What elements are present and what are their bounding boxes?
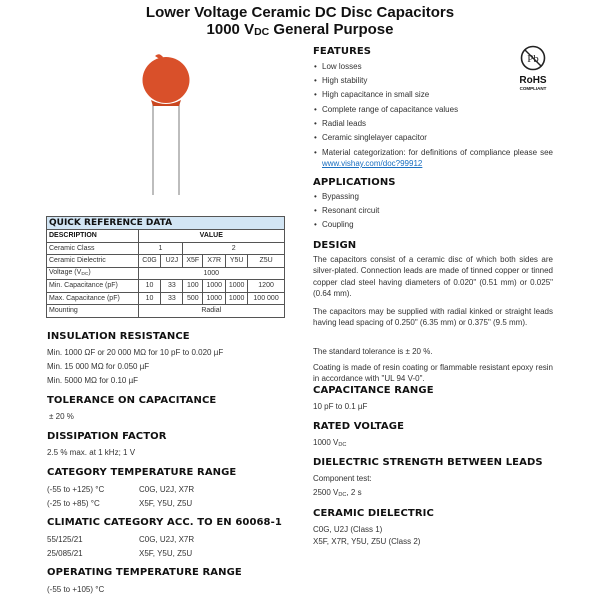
- row-label: Max. Capacitance (pF): [46, 291, 139, 305]
- table-row: Max. Capacitance (pF) 10 33 500 1000 1000 100…: [46, 291, 285, 305]
- quick-reference-table: QUICK REFERENCE DATA DESCRIPTION VALUE Ce…: [46, 216, 286, 318]
- row-label: Min. Capacitance (pF): [46, 279, 139, 293]
- category-temp-types: X5F, Y5U, Z5U: [139, 499, 193, 508]
- cell: 1000: [202, 291, 227, 305]
- compliance-link[interactable]: www.vishay.com/doc?99912: [322, 159, 423, 169]
- cell: 33: [160, 291, 184, 305]
- application-item: Resonant circuit: [313, 206, 553, 220]
- ceramic-dielectric-class1: C0G, U2J (Class 1): [313, 525, 383, 534]
- category-temp-range: (-55 to +125) °C: [47, 485, 105, 494]
- design-paragraph: The standard tolerance is ± 20 %.: [313, 347, 433, 356]
- feature-item: Radial leads: [313, 119, 553, 133]
- climatic-types: C0G, U2J, X7R: [139, 535, 195, 544]
- cell: C0G: [137, 254, 162, 268]
- cell: 1: [137, 241, 184, 255]
- cell: 1000: [202, 279, 227, 293]
- category-temp-heading: CATEGORY TEMPERATURE RANGE: [47, 467, 237, 478]
- rated-voltage-heading: RATED VOLTAGE: [313, 421, 405, 432]
- dielectric-strength-line: Component test:: [313, 474, 372, 483]
- row-label: Ceramic Class: [46, 241, 139, 255]
- table-row: Ceramic Class 1 2: [46, 241, 285, 255]
- insulation-heading: INSULATION RESISTANCE: [47, 331, 190, 342]
- dissipation-heading: DISSIPATION FACTOR: [47, 431, 167, 442]
- cell: X5F: [182, 254, 204, 268]
- applications-heading: APPLICATIONS: [313, 177, 396, 188]
- tolerance-value: ± 20 %: [49, 412, 74, 421]
- table-title: QUICK REFERENCE DATA: [46, 216, 285, 230]
- cell: 500: [182, 291, 204, 305]
- cell: 10: [137, 291, 162, 305]
- climatic-category: 25/085/21: [47, 549, 83, 558]
- table-row: Min. Capacitance (pF) 10 33 100 1000 1000 120…: [46, 279, 285, 293]
- cell: Y5U: [225, 254, 249, 268]
- features-list: Low losses High stability High capacitan…: [313, 62, 553, 169]
- cell: U2J: [160, 254, 184, 268]
- rated-voltage-value: 1000 VDC: [313, 438, 347, 448]
- operating-temp-heading: OPERATING TEMPERATURE RANGE: [47, 567, 242, 578]
- row-label: Ceramic Dielectric: [46, 254, 139, 268]
- capacitor-image: [142, 54, 190, 195]
- ceramic-dielectric-class2: X5F, X7R, Y5U, Z5U (Class 2): [313, 537, 421, 546]
- design-heading: DESIGN: [313, 240, 357, 251]
- row-label: Mounting: [46, 304, 139, 318]
- cell: Radial: [137, 304, 286, 318]
- cell: 10: [137, 279, 162, 293]
- design-paragraph: Coating is made of resin coating or flam…: [313, 363, 553, 384]
- design-paragraph: The capacitors may be supplied with radi…: [313, 307, 553, 328]
- operating-temp-value: (-55 to +105) °C: [47, 585, 105, 594]
- cell: 2: [182, 241, 285, 255]
- column-header-description: DESCRIPTION: [46, 229, 139, 243]
- insulation-line: Min. 15 000 MΩ for 0.050 µF: [47, 362, 150, 371]
- feature-item: High stability: [313, 76, 553, 90]
- dissipation-value: 2.5 % max. at 1 kHz; 1 V: [47, 448, 136, 457]
- dielectric-strength-value: 2500 VDC, 2 s: [313, 488, 362, 498]
- table-row: Mounting Radial: [46, 304, 286, 318]
- subtitle-sub: DC: [254, 26, 270, 38]
- insulation-line: Min. 5000 MΩ for 0.10 µF: [47, 376, 139, 385]
- category-temp-range: (-25 to +85) °C: [47, 499, 100, 508]
- climatic-types: X5F, Y5U, Z5U: [139, 549, 193, 558]
- table-row: Ceramic Dielectric C0G U2J X5F X7R Y5U Z5U: [46, 254, 285, 268]
- cell: 100: [182, 279, 204, 293]
- cell: 33: [160, 279, 184, 293]
- feature-item: Complete range of capacitance values: [313, 105, 553, 119]
- insulation-line: Min. 1000 ΩF or 20 000 MΩ for 10 pF to 0…: [47, 348, 224, 357]
- feature-item: High capacitance in small size: [313, 90, 553, 104]
- column-header-value: VALUE: [137, 229, 286, 243]
- cell: 1000: [225, 279, 249, 293]
- document-subtitle: 1000 VDC General Purpose: [0, 21, 600, 38]
- climatic-category: 55/125/21: [47, 535, 83, 544]
- ceramic-dielectric-heading: CERAMIC DIELECTRIC: [313, 508, 434, 519]
- cell: 100 000: [247, 291, 285, 305]
- subtitle-rest: General Purpose: [269, 21, 394, 38]
- feature-item: Low losses: [313, 62, 553, 76]
- design-paragraph: The capacitors consist of a ceramic disc…: [313, 255, 553, 298]
- tolerance-heading: TOLERANCE ON CAPACITANCE: [47, 395, 217, 406]
- application-item: Coupling: [313, 220, 553, 234]
- applications-list: Bypassing Resonant circuit Coupling: [313, 192, 553, 235]
- cell: X7R: [202, 254, 227, 268]
- category-temp-types: C0G, U2J, X7R: [139, 485, 195, 494]
- climatic-heading: CLIMATIC CATEGORY ACC. TO EN 60068-1: [47, 517, 282, 528]
- feature-item: Ceramic singlelayer capacitor: [313, 133, 553, 147]
- feature-item: Material categorization: for definitions…: [313, 147, 553, 169]
- cell: 1000: [225, 291, 249, 305]
- features-heading: FEATURES: [313, 46, 372, 57]
- dielectric-strength-heading: DIELECTRIC STRENGTH BETWEEN LEADS: [313, 457, 543, 468]
- cell: 1000: [137, 266, 286, 280]
- application-item: Bypassing: [313, 192, 553, 206]
- subtitle-voltage: 1000 V: [206, 21, 255, 38]
- row-label: Voltage (VDC): [46, 266, 139, 280]
- table-row: Voltage (VDC) 1000: [46, 266, 286, 280]
- cell: 1200: [247, 279, 285, 293]
- capacitance-range-heading: CAPACITANCE RANGE: [313, 385, 434, 396]
- cell: Z5U: [247, 254, 285, 268]
- document-title: Lower Voltage Ceramic DC Disc Capacitors: [145, 4, 455, 21]
- capacitance-range-value: 10 pF to 0.1 µF: [313, 402, 368, 411]
